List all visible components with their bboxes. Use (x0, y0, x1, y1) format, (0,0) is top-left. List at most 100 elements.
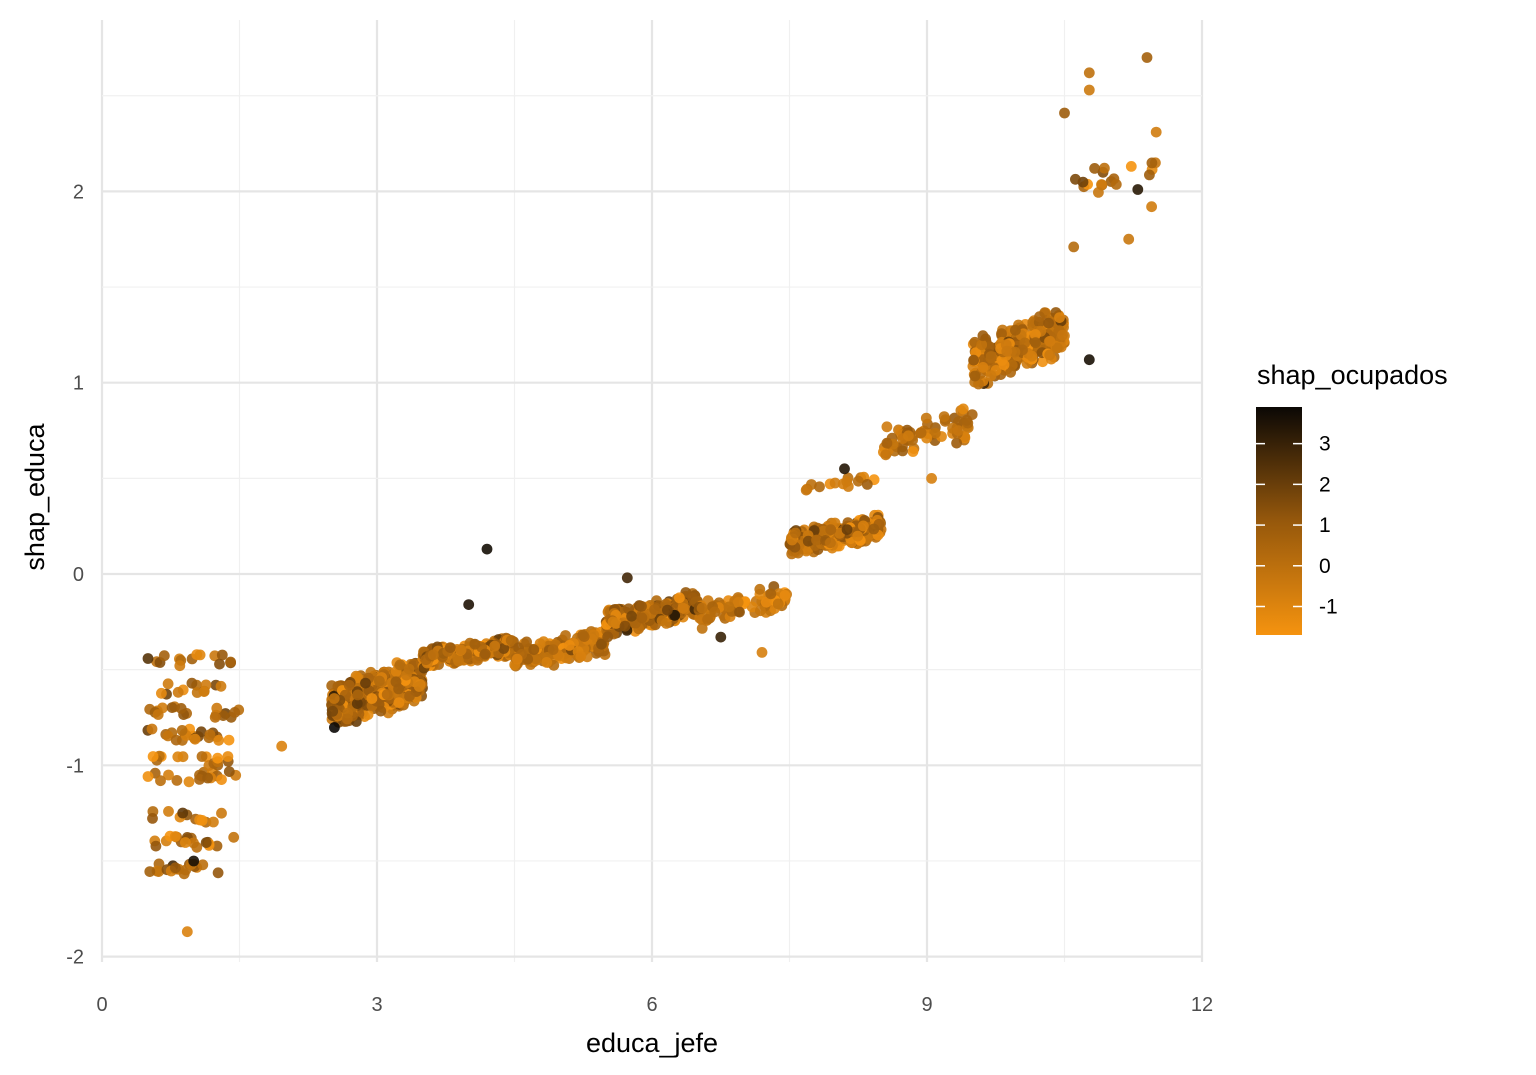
data-point (1089, 163, 1100, 174)
data-point (216, 649, 228, 661)
data-point (1005, 366, 1016, 378)
grid-lines (100, 20, 1204, 962)
data-point (222, 751, 234, 762)
data-point (146, 723, 158, 735)
data-point (977, 330, 989, 342)
y-axis-title: shap_educa (20, 422, 50, 570)
data-point (403, 663, 415, 675)
data-point (1030, 329, 1041, 340)
data-point (696, 623, 708, 634)
data-point (857, 520, 869, 532)
data-point (142, 653, 154, 664)
data-point (1150, 126, 1162, 138)
data-point (200, 837, 212, 848)
data-point (1146, 157, 1158, 169)
data-point (211, 702, 223, 714)
data-point (951, 437, 962, 449)
legend-tick-label: -1 (1319, 596, 1338, 619)
data-point (677, 602, 689, 614)
data-point (1123, 233, 1135, 245)
data-point (169, 831, 181, 842)
data-point (575, 650, 587, 662)
data-point (779, 590, 791, 601)
data-point (521, 636, 532, 648)
data-point (225, 656, 237, 668)
data-point (564, 640, 575, 651)
data-point (1043, 317, 1054, 329)
data-point (374, 675, 385, 687)
data-point (1125, 161, 1137, 172)
data-point (180, 837, 191, 848)
data-point (174, 660, 186, 672)
data-point (968, 354, 979, 366)
data-point (674, 592, 685, 604)
data-point (212, 752, 224, 764)
data-point (158, 650, 170, 662)
data-point (732, 597, 744, 608)
data-point (498, 643, 510, 654)
data-point (175, 703, 187, 714)
data-point (985, 370, 997, 382)
color-legend: shap_ocupados 3 2 1 0 -1 (1256, 360, 1448, 635)
data-point (577, 629, 589, 641)
data-point (155, 775, 166, 787)
data-point (790, 527, 801, 539)
y-tick-label: -1 (66, 755, 84, 777)
data-point (915, 427, 927, 439)
data-point (636, 612, 648, 624)
data-point (880, 449, 892, 461)
data-point (489, 640, 501, 652)
data-point (588, 629, 600, 641)
data-point (952, 425, 964, 436)
data-point (212, 867, 224, 879)
data-point (977, 362, 989, 373)
data-point (765, 588, 777, 600)
data-point (881, 437, 893, 449)
data-point (800, 484, 812, 496)
legend-tick-label: 1 (1319, 514, 1331, 537)
data-point (754, 583, 766, 595)
data-point (453, 655, 464, 667)
data-point (215, 680, 227, 692)
x-tick-label: 3 (371, 994, 382, 1016)
data-point (1059, 107, 1070, 119)
y-tick-label: 0 (73, 564, 84, 586)
data-point (825, 524, 837, 536)
data-point (636, 600, 647, 612)
data-point (897, 445, 908, 457)
data-point (547, 644, 559, 655)
data-point (1110, 179, 1122, 190)
data-point (223, 766, 235, 777)
data-point (329, 722, 340, 733)
data-point (211, 840, 223, 852)
data-point (1093, 187, 1104, 198)
data-point (1054, 312, 1065, 323)
data-point (170, 862, 181, 874)
data-point (1037, 356, 1048, 368)
data-point (734, 606, 745, 618)
data-point (1001, 345, 1013, 357)
data-point (1083, 354, 1095, 366)
data-point (479, 648, 491, 660)
data-point (202, 772, 214, 784)
data-point (829, 477, 841, 489)
data-point (209, 711, 221, 723)
data-point (920, 412, 932, 424)
y-axis-ticks: -2 -1 0 1 2 (66, 181, 84, 968)
data-point (208, 816, 219, 828)
y-tick-label: 2 (73, 181, 84, 203)
data-point (343, 679, 355, 691)
data-point (1009, 346, 1021, 358)
data-point (1044, 335, 1056, 347)
data-point (505, 635, 517, 646)
data-point (802, 535, 814, 547)
data-point (1057, 329, 1068, 341)
data-point (1026, 350, 1038, 362)
data-point (852, 530, 864, 542)
y-tick-label: 1 (73, 373, 84, 395)
data-point (662, 604, 673, 616)
data-point (926, 473, 937, 484)
data-point (800, 545, 812, 557)
data-point (163, 769, 174, 781)
